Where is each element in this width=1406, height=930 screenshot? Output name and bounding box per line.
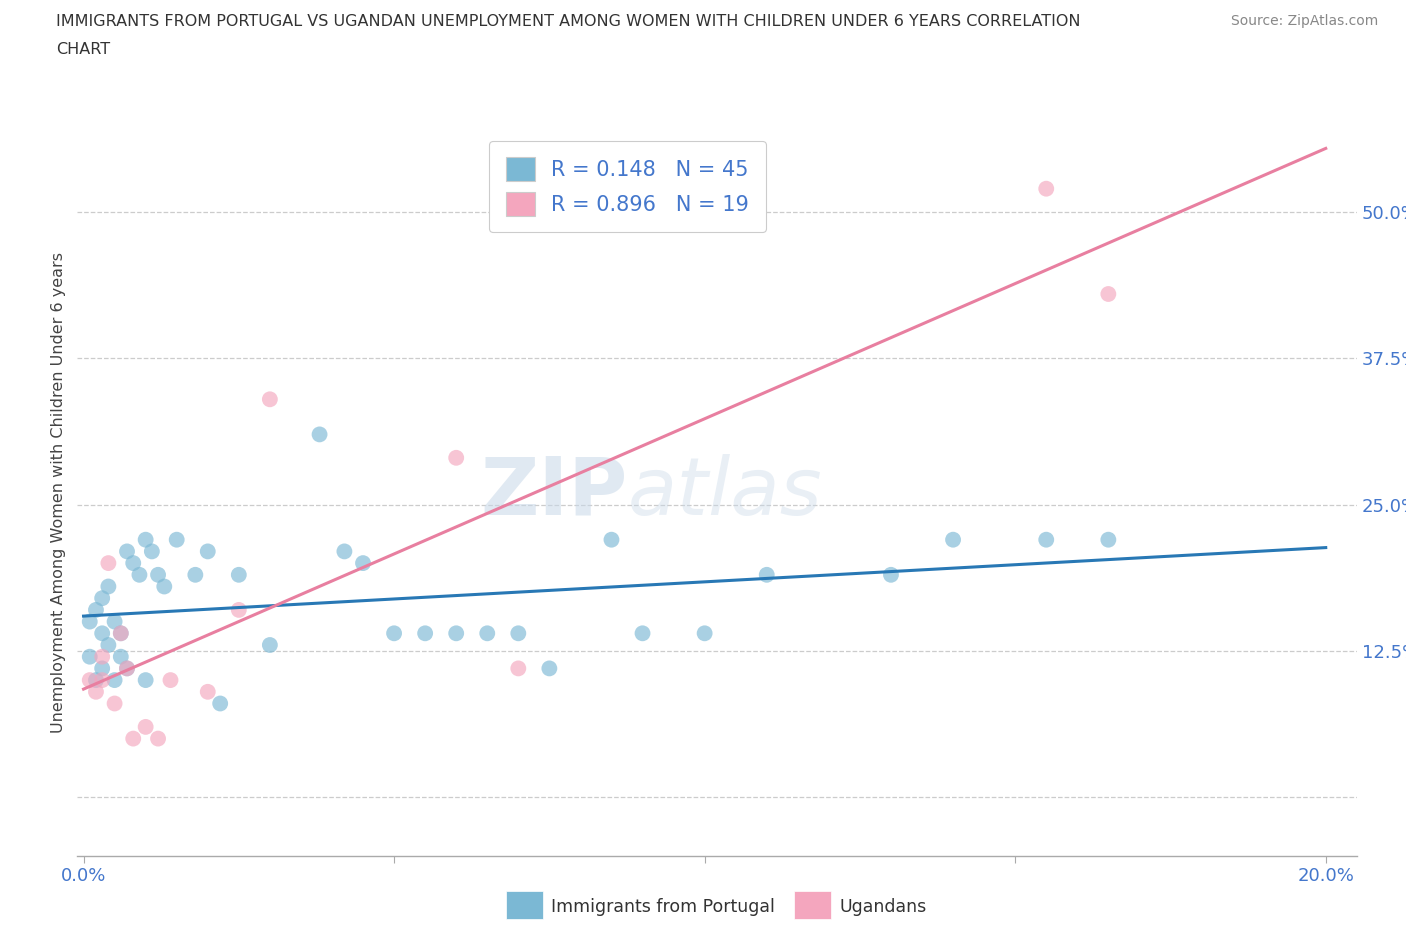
Point [942,532,965,547]
Point [631,626,654,641]
Point [352,555,374,570]
Point [91,626,114,641]
Point [110,649,132,664]
Point [477,626,499,641]
Point [693,626,716,641]
Point [146,731,169,746]
Point [153,579,176,594]
Point [259,392,281,406]
Point [135,532,157,547]
Point [79,649,101,664]
Y-axis label: Unemployment Among Women with Children Under 6 years: Unemployment Among Women with Children U… [51,252,66,734]
Text: CHART: CHART [56,42,110,57]
Point [1035,181,1057,196]
Point [308,427,330,442]
Point [97,638,120,653]
Point [184,567,207,582]
Point [91,661,114,676]
Point [91,649,114,664]
Text: atlas: atlas [627,454,823,532]
Point [197,684,219,699]
Point [122,731,145,746]
Point [444,450,467,465]
Point [444,626,467,641]
Point [115,661,138,676]
Point [91,672,114,687]
Point [115,544,138,559]
Point [115,661,138,676]
Point [110,626,132,641]
Point [104,696,127,711]
Text: IMMIGRANTS FROM PORTUGAL VS UGANDAN UNEMPLOYMENT AMONG WOMEN WITH CHILDREN UNDER: IMMIGRANTS FROM PORTUGAL VS UGANDAN UNEM… [56,14,1081,29]
Point [600,532,623,547]
Point [91,591,114,605]
Point [135,672,157,687]
Point [79,614,101,629]
Point [122,555,145,570]
Point [382,626,405,641]
Point [79,672,101,687]
Point [508,661,530,676]
Point [538,661,561,676]
Point [228,603,250,618]
Point [1035,532,1057,547]
Point [1097,286,1119,301]
Text: ZIP: ZIP [481,454,627,532]
Point [159,672,181,687]
Point [333,544,356,559]
Point [104,614,127,629]
Point [97,555,120,570]
Text: Source: ZipAtlas.com: Source: ZipAtlas.com [1230,14,1378,28]
Point [84,603,107,618]
Point [880,567,903,582]
Point [146,567,169,582]
Point [135,720,157,735]
Legend: R = 0.148   N = 45, R = 0.896   N = 19: R = 0.148 N = 45, R = 0.896 N = 19 [489,140,766,232]
Point [84,684,107,699]
Point [141,544,163,559]
Point [209,696,232,711]
Point [755,567,778,582]
Point [97,579,120,594]
Point [228,567,250,582]
Point [197,544,219,559]
Point [413,626,436,641]
Point [1097,532,1119,547]
Text: Ugandans: Ugandans [839,897,927,916]
Point [166,532,188,547]
Text: Immigrants from Portugal: Immigrants from Portugal [551,897,775,916]
Point [508,626,530,641]
Point [128,567,150,582]
Point [84,672,107,687]
Point [110,626,132,641]
Point [259,638,281,653]
Point [104,672,127,687]
